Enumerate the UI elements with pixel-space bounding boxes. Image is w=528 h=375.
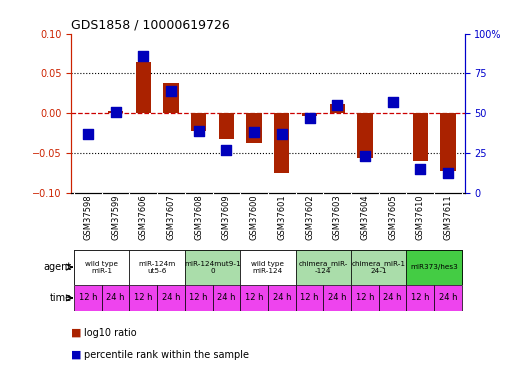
Text: GSM37611: GSM37611 <box>444 194 452 240</box>
Bar <box>357 113 373 158</box>
Bar <box>108 111 123 113</box>
Point <box>111 108 120 114</box>
Text: 24 h: 24 h <box>272 293 291 302</box>
Bar <box>329 104 345 113</box>
Bar <box>247 113 262 143</box>
Bar <box>379 285 407 311</box>
Text: GSM37609: GSM37609 <box>222 194 231 240</box>
Text: log10 ratio: log10 ratio <box>84 327 137 338</box>
Point <box>389 99 397 105</box>
Text: 12 h: 12 h <box>245 293 263 302</box>
Bar <box>129 250 185 285</box>
Text: GSM37603: GSM37603 <box>333 194 342 240</box>
Text: miR373/hes3: miR373/hes3 <box>410 264 458 270</box>
Point <box>250 129 258 135</box>
Bar <box>74 285 102 311</box>
Text: chimera_miR-1
24-1: chimera_miR-1 24-1 <box>352 260 406 274</box>
Text: 12 h: 12 h <box>411 293 430 302</box>
Bar <box>240 250 296 285</box>
Bar <box>185 285 213 311</box>
Bar <box>351 285 379 311</box>
Text: agent: agent <box>44 262 72 272</box>
Bar <box>102 285 129 311</box>
Bar <box>351 250 407 285</box>
Point <box>333 102 342 108</box>
Text: GSM37607: GSM37607 <box>166 194 175 240</box>
Text: 24 h: 24 h <box>383 293 402 302</box>
Bar <box>323 285 351 311</box>
Point <box>416 166 425 172</box>
Bar <box>240 285 268 311</box>
Bar <box>136 62 151 113</box>
Bar <box>413 113 428 161</box>
Text: 12 h: 12 h <box>300 293 319 302</box>
Text: GSM37600: GSM37600 <box>250 194 259 240</box>
Text: percentile rank within the sample: percentile rank within the sample <box>84 350 250 360</box>
Point <box>444 171 452 177</box>
Bar <box>434 285 462 311</box>
Point <box>222 147 231 153</box>
Bar <box>440 113 456 171</box>
Text: 24 h: 24 h <box>217 293 235 302</box>
Point <box>139 53 147 59</box>
Bar <box>163 83 178 113</box>
Text: ■: ■ <box>71 327 86 338</box>
Point <box>167 88 175 94</box>
Point <box>278 131 286 137</box>
Bar <box>185 250 240 285</box>
Point <box>194 128 203 134</box>
Text: 24 h: 24 h <box>162 293 180 302</box>
Bar <box>157 285 185 311</box>
Text: time: time <box>50 293 72 303</box>
Bar <box>129 285 157 311</box>
Text: 12 h: 12 h <box>190 293 208 302</box>
Bar <box>296 285 323 311</box>
Text: GSM37610: GSM37610 <box>416 194 425 240</box>
Bar <box>74 250 129 285</box>
Point <box>83 131 92 137</box>
Text: GSM37598: GSM37598 <box>83 194 92 240</box>
Bar <box>268 285 296 311</box>
Bar <box>407 250 462 285</box>
Point <box>305 115 314 121</box>
Text: 24 h: 24 h <box>106 293 125 302</box>
Text: 12 h: 12 h <box>134 293 153 302</box>
Text: GSM37599: GSM37599 <box>111 194 120 240</box>
Text: GSM37606: GSM37606 <box>139 194 148 240</box>
Text: miR-124m
ut5-6: miR-124m ut5-6 <box>138 261 176 274</box>
Bar <box>191 113 206 130</box>
Bar <box>302 113 317 116</box>
Text: GSM37604: GSM37604 <box>361 194 370 240</box>
Text: GDS1858 / 10000619726: GDS1858 / 10000619726 <box>71 18 230 31</box>
Bar <box>274 113 289 172</box>
Text: 12 h: 12 h <box>79 293 97 302</box>
Text: GSM37602: GSM37602 <box>305 194 314 240</box>
Text: ■: ■ <box>71 350 86 360</box>
Bar <box>296 250 351 285</box>
Text: 24 h: 24 h <box>328 293 346 302</box>
Text: 12 h: 12 h <box>356 293 374 302</box>
Bar <box>407 285 434 311</box>
Text: GSM37605: GSM37605 <box>388 194 397 240</box>
Point <box>361 153 369 159</box>
Text: chimera_miR-
-124: chimera_miR- -124 <box>299 260 348 274</box>
Text: wild type
miR-124: wild type miR-124 <box>251 261 285 274</box>
Text: wild type
miR-1: wild type miR-1 <box>85 261 118 274</box>
Bar <box>219 113 234 138</box>
Text: 24 h: 24 h <box>439 293 457 302</box>
Text: GSM37601: GSM37601 <box>277 194 286 240</box>
Bar <box>213 285 240 311</box>
Text: miR-124mut9-1
0: miR-124mut9-1 0 <box>184 261 241 274</box>
Text: GSM37608: GSM37608 <box>194 194 203 240</box>
